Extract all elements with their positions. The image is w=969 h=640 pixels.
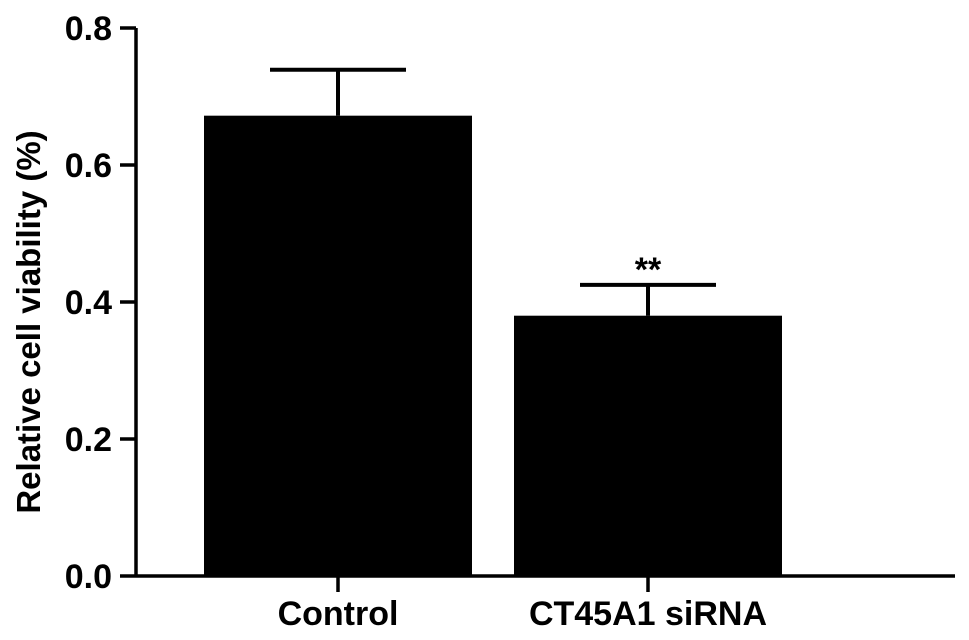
y-tick-label: 0.0 (65, 558, 112, 596)
annotations-layer: ** (635, 251, 662, 289)
y-tick-label: 0.2 (65, 421, 112, 459)
x-tick-label: Control (278, 595, 399, 633)
x-tick-label: CT45A1 siRNA (529, 595, 767, 633)
error-bars-layer (270, 67, 716, 316)
y-tick-label: 0.6 (65, 147, 112, 185)
bar-1 (514, 315, 782, 576)
y-axis-title: Relative cell viability (%) (10, 130, 47, 513)
y-tick-label: 0.4 (65, 284, 112, 322)
y-ticks-layer: 0.0 0.2 0.4 0.6 0.8 (65, 10, 136, 596)
x-ticks-layer: Control CT45A1 siRNA (278, 576, 767, 633)
bars-layer (204, 115, 782, 577)
bar-0 (204, 115, 472, 577)
significance-annotation: ** (635, 251, 662, 289)
y-tick-label: 0.8 (65, 10, 112, 48)
